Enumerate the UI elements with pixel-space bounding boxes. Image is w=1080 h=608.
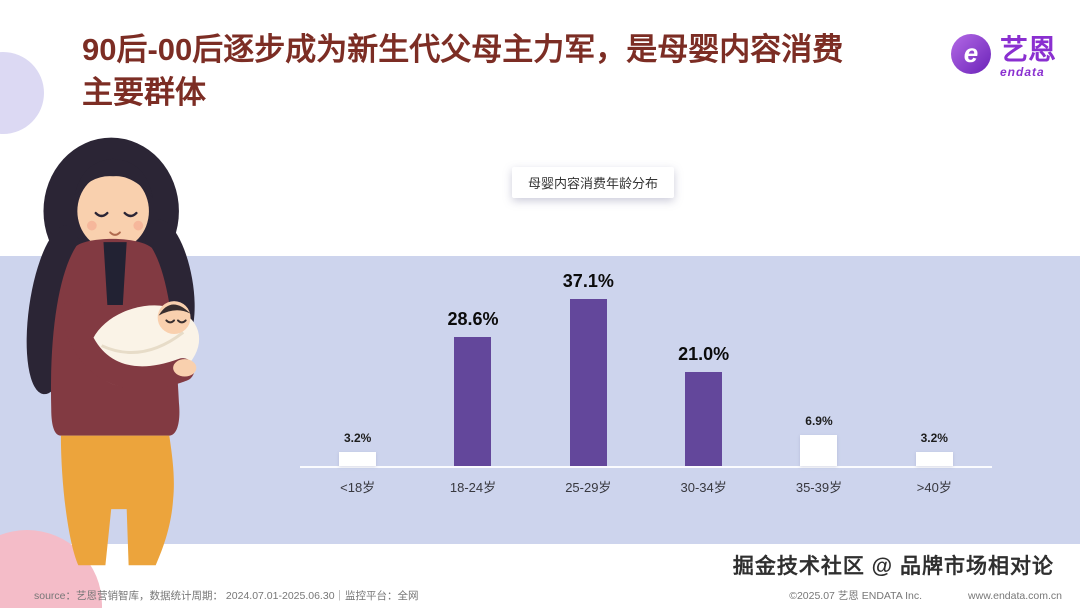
website-link: www.endata.com.cn [968, 590, 1062, 602]
bar-value-label: 3.2% [920, 430, 948, 445]
bar-column: 3.2% [877, 431, 992, 466]
bars-row: 3.2% 28.6% 37.1% 21.0% 6.9% 3.2% [300, 258, 992, 466]
logo-name: 艺恩 [999, 33, 1056, 65]
bar-value-label: 21.0% [678, 343, 730, 364]
footer: source：艺恩营销智库，数据统计周期： 2024.07.01-2025.06… [34, 588, 1062, 603]
slide-title: 90后-00后逐步成为新生代父母主力军，是母婴内容消费主要群体 [82, 32, 844, 111]
bar-column: 28.6% [415, 309, 530, 466]
endata-logo: e 艺恩 endata [949, 32, 1056, 81]
bar [569, 299, 607, 466]
logo-sub: endata [999, 64, 1045, 79]
bar [800, 434, 838, 466]
x-axis-labels: <18岁 18-24岁 25-29岁 30-34岁 35-39岁 >40岁 [300, 477, 992, 496]
source-note: source：艺恩营销智库，数据统计周期： 2024.07.01-2025.06… [34, 590, 419, 602]
bar-value-label: 3.2% [343, 430, 372, 445]
mother-baby-illustration [12, 126, 282, 571]
bar-value-label: 28.6% [447, 309, 499, 330]
bar-column: 6.9% [761, 414, 876, 466]
bar [915, 451, 953, 466]
watermark: 掘金技术社区 @ 品牌市场相对论 [732, 555, 1054, 578]
bar-chart: 3.2% 28.6% 37.1% 21.0% 6.9% 3.2% <18岁 18-24岁 25… [300, 258, 992, 496]
svg-text:e: e [964, 38, 978, 68]
endata-logo-text: 艺恩 endata [999, 33, 1056, 79]
bar-value-label: 6.9% [805, 413, 833, 428]
bar [685, 371, 723, 466]
bar-column: 21.0% [646, 343, 761, 466]
x-axis-label: 30-34岁 [680, 480, 727, 495]
x-axis-label: 18-24岁 [449, 480, 497, 495]
bar [454, 337, 492, 466]
bar [339, 451, 377, 466]
bar-column: 3.2% [300, 431, 415, 466]
copyright: ©2025.07 艺恩 ENDATA Inc. [789, 590, 923, 602]
x-axis-label: >40岁 [916, 480, 952, 495]
x-axis-line [300, 466, 992, 468]
bar-value-label: 37.1% [562, 271, 614, 292]
x-axis-label: <18岁 [340, 480, 376, 495]
x-axis-label: 25-29岁 [565, 480, 612, 495]
bar-column: 37.1% [531, 271, 646, 466]
chart-title: 母婴内容消费年龄分布 [512, 167, 675, 198]
endata-logo-icon: e [949, 32, 993, 81]
decor-circle-top-left [0, 52, 44, 134]
x-axis-label: 35-39岁 [795, 480, 843, 495]
